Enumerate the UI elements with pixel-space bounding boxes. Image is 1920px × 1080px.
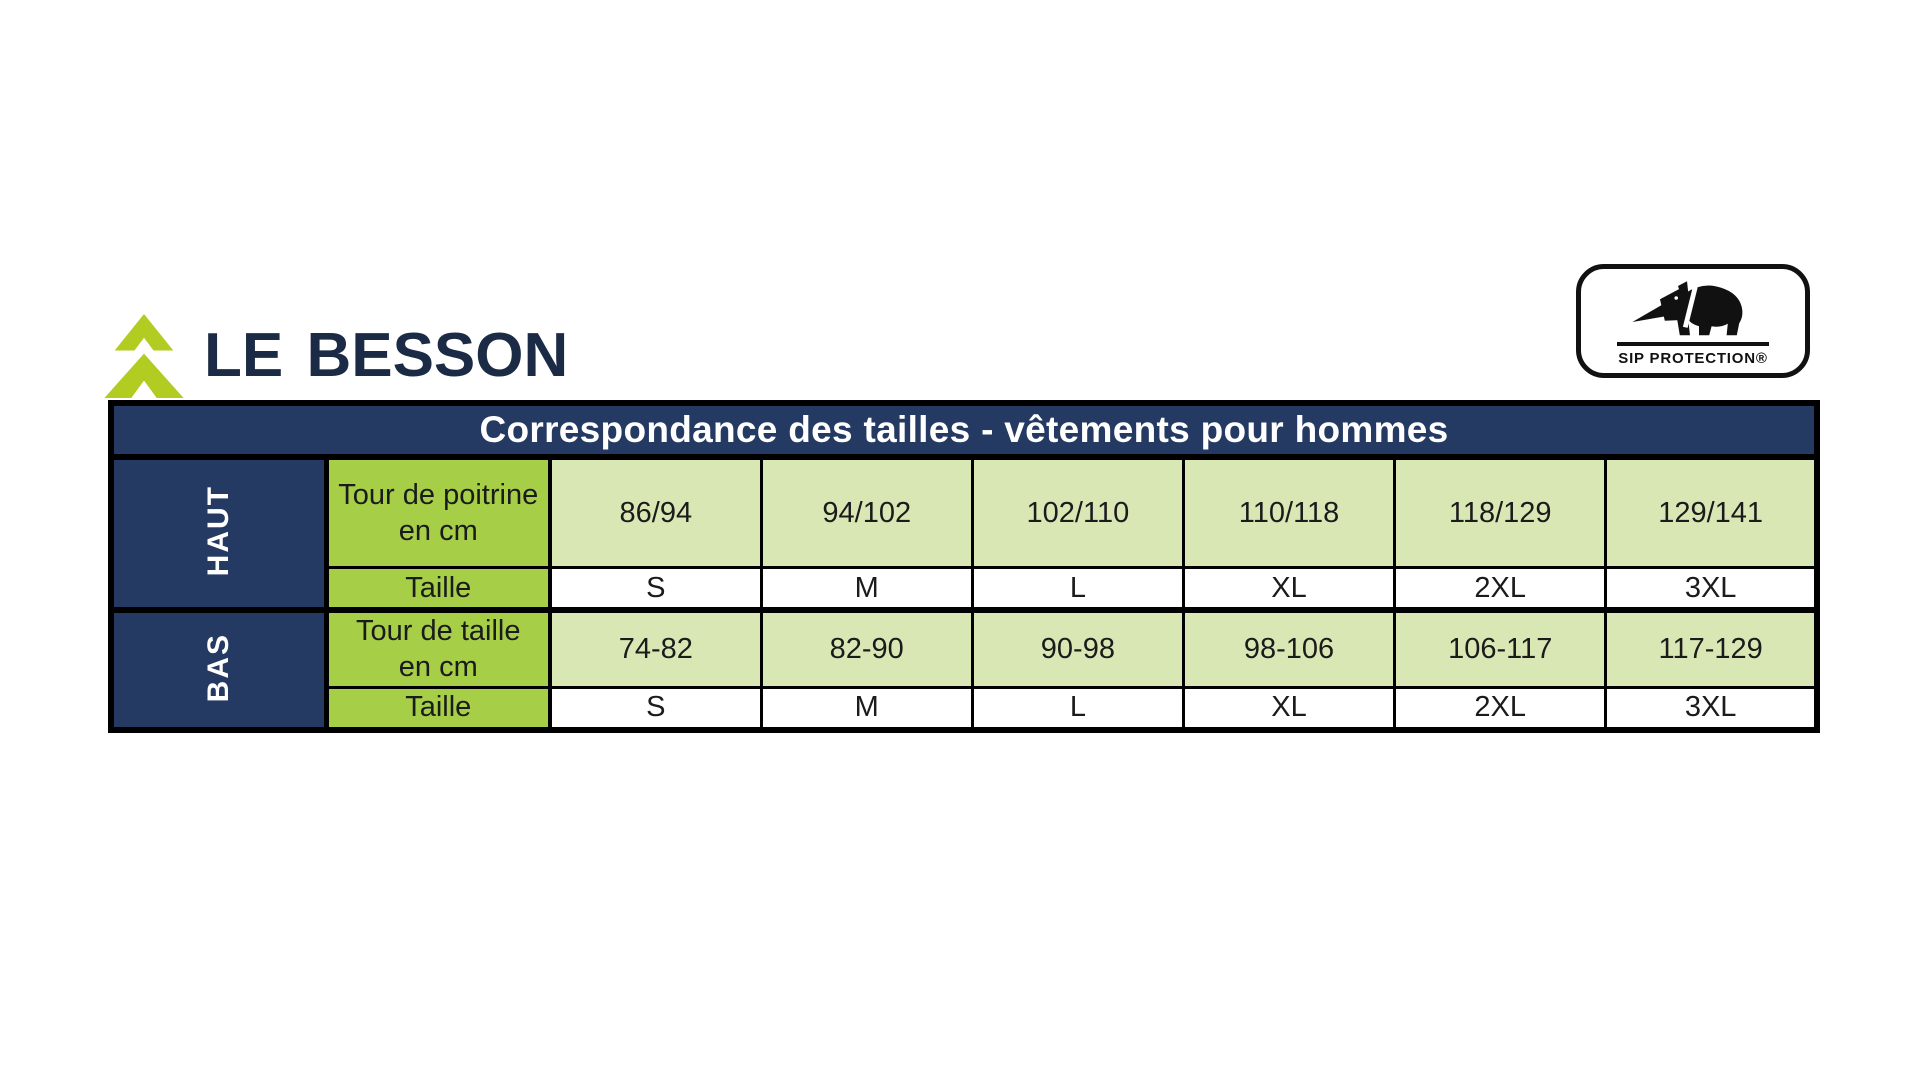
measure-value: 82-90: [759, 607, 974, 689]
size-label-haut: Taille: [324, 566, 552, 612]
group-label-haut: HAUT: [201, 485, 235, 577]
size-value: 3XL: [1604, 685, 1819, 731]
measure-label-haut: Tour de poitrine en cm: [324, 454, 552, 569]
measure-value: 98-106: [1181, 607, 1397, 689]
size-value: S: [548, 566, 763, 612]
measure-value: 94/102: [759, 454, 974, 569]
measure-value: 90-98: [970, 607, 1185, 689]
rhino-icon: [1632, 280, 1743, 335]
le-besson-logo: LE BESSON: [100, 314, 568, 398]
bas-size-row: Taille S M L XL 2XL 3XL: [111, 685, 1819, 731]
brand-name: LE BESSON: [204, 321, 569, 390]
size-value: 2XL: [1393, 685, 1608, 731]
tree-chevron-icon: [104, 314, 184, 398]
sip-protection-badge: SIP PROTECTION®: [1576, 264, 1810, 378]
measure-value: 117-129: [1604, 607, 1819, 689]
measure-value: 129/141: [1604, 454, 1819, 569]
size-label-bas: Taille: [324, 685, 552, 731]
badge-divider-line: [1617, 341, 1769, 346]
group-label-bas: BAS: [201, 632, 235, 702]
measure-value: 118/129: [1393, 454, 1608, 569]
measure-value: 110/118: [1181, 454, 1397, 569]
size-correspondence-table: Correspondance des tailles - vêtements p…: [108, 400, 1820, 733]
size-value: M: [759, 566, 974, 612]
size-value: XL: [1181, 566, 1397, 612]
size-value: L: [970, 685, 1185, 731]
measure-value: 102/110: [970, 454, 1185, 569]
haut-size-row: Taille S M L XL 2XL 3XL: [111, 566, 1819, 612]
group-cell-bas: BAS: [109, 607, 329, 731]
size-value: S: [548, 685, 763, 731]
table-title-row: Correspondance des tailles - vêtements p…: [109, 401, 1819, 460]
group-cell-haut: HAUT: [109, 454, 329, 612]
measure-label-bas: Tour de taille en cm: [324, 607, 552, 689]
measure-value: 86/94: [548, 454, 763, 569]
size-value: 2XL: [1393, 566, 1608, 612]
haut-measure-row: HAUT Tour de poitrine en cm 86/94 94/102…: [109, 454, 1819, 612]
badge-label: SIP PROTECTION®: [1618, 349, 1768, 367]
size-value: M: [759, 685, 974, 731]
size-value: L: [970, 566, 1185, 612]
measure-value: 106-117: [1393, 607, 1608, 689]
table-title: Correspondance des tailles - vêtements p…: [109, 401, 1819, 460]
measure-value: 74-82: [548, 607, 763, 689]
bas-measure-row: BAS Tour de taille en cm 74-82 82-90 90-…: [109, 607, 1819, 731]
size-value: XL: [1181, 685, 1397, 731]
size-value: 3XL: [1604, 566, 1819, 612]
